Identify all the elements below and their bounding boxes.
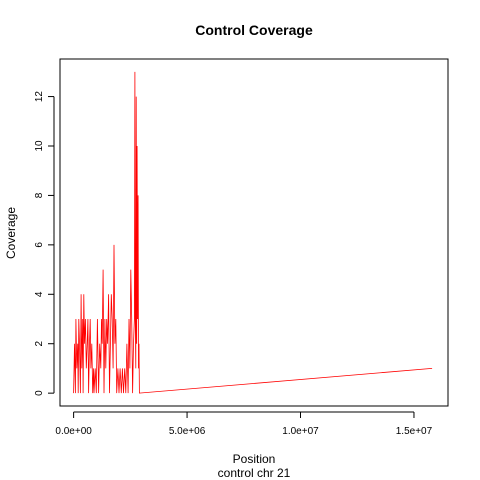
y-tick-label: 4 — [34, 291, 45, 297]
y-tick-label: 8 — [34, 192, 45, 198]
y-tick-label: 0 — [34, 390, 45, 396]
plot-frame — [59, 58, 449, 407]
y-axis-label: Coverage — [4, 207, 18, 259]
chart-subtitle: control chr 21 — [218, 466, 291, 480]
plot-area — [73, 71, 433, 394]
x-tick-label: 1.5e+07 — [396, 426, 433, 437]
y-tick-label: 6 — [34, 242, 45, 248]
x-tick-label: 0.0e+00 — [55, 426, 92, 437]
y-tick-label: 10 — [34, 140, 45, 152]
x-tick-label: 1.0e+07 — [282, 426, 319, 437]
x-axis: 0.0e+00 5.0e+06 1.0e+07 1.5e+07 — [55, 411, 433, 437]
x-tick-label: 5.0e+06 — [169, 426, 206, 437]
y-tick-label: 12 — [34, 91, 45, 103]
y-tick-label: 2 — [34, 340, 45, 346]
coverage-series-line — [73, 71, 433, 394]
chart-title: Control Coverage — [195, 22, 313, 38]
y-axis: 0 2 4 6 8 10 12 — [34, 91, 55, 396]
x-axis-label: Position — [233, 452, 276, 466]
